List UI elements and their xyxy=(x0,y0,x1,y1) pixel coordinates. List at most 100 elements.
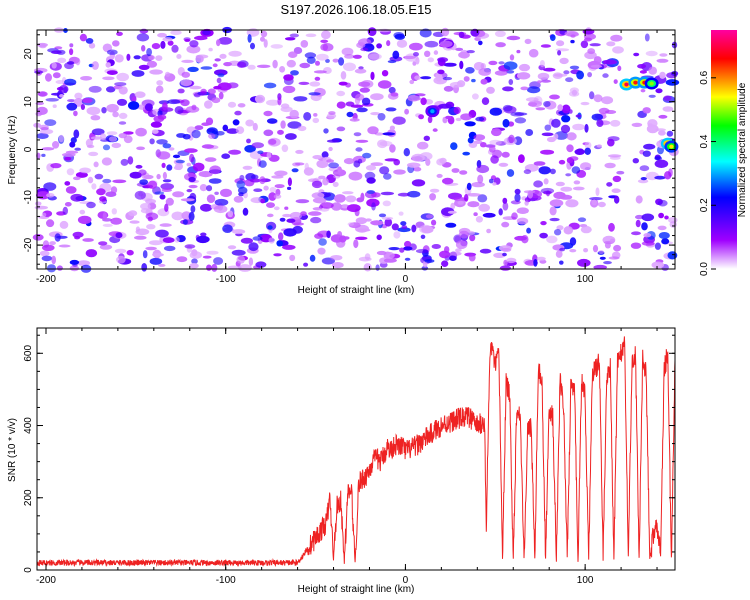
spectrogram-cell xyxy=(658,232,670,239)
spectrogram-cell xyxy=(272,59,278,69)
spectrogram-cell xyxy=(280,120,286,129)
spectrogram-cell xyxy=(478,203,491,212)
spectrogram-cell xyxy=(279,66,286,73)
spectrogram-cell xyxy=(227,245,237,250)
spectrogram-cell xyxy=(106,103,119,113)
spectrogram-cell xyxy=(533,259,538,267)
spectrogram-cell xyxy=(589,197,603,201)
spectrogram-cell xyxy=(156,80,164,86)
spectrogram-cell xyxy=(409,79,415,85)
spectrogram-hotspot xyxy=(624,82,629,87)
spectrogram-cell xyxy=(266,99,280,106)
spectrogram-cell xyxy=(361,97,371,106)
spectrogram-cell xyxy=(142,250,148,259)
spectrogram-cell xyxy=(200,232,207,237)
spectrogram-cell xyxy=(245,119,255,127)
spectrogram-cell xyxy=(606,182,613,187)
spectrogram-cell xyxy=(191,104,197,111)
spectrogram-cell xyxy=(51,50,62,54)
spectrogram-cell xyxy=(557,104,563,111)
spectrogram-cell xyxy=(502,202,509,211)
spectrogram-cell xyxy=(469,234,476,242)
spectrogram-cell xyxy=(79,167,91,174)
spectrogram-cell xyxy=(303,262,309,267)
spectrogram-cell xyxy=(114,82,127,87)
spectrogram-cell xyxy=(106,86,116,93)
spectrogram-cell xyxy=(246,138,251,144)
spectrogram-cell xyxy=(371,202,376,211)
spectrogram-cell xyxy=(383,251,395,260)
spectrogram-cell xyxy=(70,137,77,144)
spectrogram-cell xyxy=(59,220,69,229)
y-tick-label: 0 xyxy=(23,146,34,152)
spectrogram-cell xyxy=(263,110,273,117)
spectrogram-cell xyxy=(655,88,663,94)
spectrogram-cell xyxy=(533,180,543,188)
spectrogram-cell xyxy=(146,224,156,230)
spectrogram-cell xyxy=(160,183,174,190)
spectrogram-cell xyxy=(144,184,154,189)
spectrogram-cell xyxy=(195,55,204,63)
spectrogram-cell xyxy=(439,157,447,164)
spectrogram-hotspot xyxy=(633,80,638,85)
spectrogram-cell xyxy=(491,128,502,137)
spectrogram-cell xyxy=(155,85,164,94)
spectrogram-cell xyxy=(385,107,397,112)
spectrogram-cell xyxy=(64,78,77,86)
spectrogram-cell xyxy=(570,34,576,38)
spectrogram-cell xyxy=(599,256,606,260)
snr-y-axis-label: SNR (10 * v/v) xyxy=(7,418,18,482)
x-tick-label: 100 xyxy=(577,575,594,586)
spectrogram-cell xyxy=(580,101,590,106)
spectrogram-cell xyxy=(383,173,392,180)
spectrogram-cell xyxy=(506,169,515,177)
spectrogram-cell xyxy=(558,159,566,165)
spectrogram-cell xyxy=(584,37,592,42)
spectrogram-cell xyxy=(566,132,577,141)
spectrogram-cell xyxy=(477,194,488,203)
spectrogram-cell xyxy=(190,205,196,213)
spectrogram-cell xyxy=(180,79,192,87)
spectrogram-cell xyxy=(80,104,85,110)
x-tick-label: 0 xyxy=(403,575,409,586)
spectrogram-cell xyxy=(87,176,94,184)
spectrogram-cell xyxy=(666,130,674,137)
spectrogram-cell xyxy=(364,171,376,180)
spectrogram-cell xyxy=(398,211,404,216)
spectrogram-cell xyxy=(268,237,275,244)
spectrogram-cell xyxy=(455,248,462,252)
spectrogram-cell xyxy=(427,116,433,124)
spectrogram-cell xyxy=(215,131,225,136)
spectrogram-cell xyxy=(495,42,506,48)
spectrogram-cell xyxy=(525,129,534,136)
spectrogram-cell xyxy=(502,252,507,257)
spectrogram-cell xyxy=(317,247,326,255)
spectrogram-cell xyxy=(553,73,568,77)
spectrogram-cell xyxy=(273,206,280,211)
spectrogram-cell xyxy=(102,212,107,221)
spectrogram-cell xyxy=(320,202,334,209)
spectrogram-cell xyxy=(403,148,410,157)
spectrogram-cell xyxy=(263,185,269,191)
spectrogram-cell xyxy=(540,187,555,194)
spectrogram-cell xyxy=(480,63,486,70)
spectrogram-cell xyxy=(314,233,324,239)
spectrogram-cell xyxy=(478,68,492,76)
x-tick-label: -200 xyxy=(36,274,56,285)
spectrogram-cell xyxy=(108,136,118,142)
spectrogram-cell xyxy=(543,67,556,72)
spectrogram-cell xyxy=(159,194,166,200)
spectrogram-cell xyxy=(664,171,672,180)
spectrogram-cell xyxy=(407,190,421,198)
spectrogram-cell xyxy=(445,222,457,228)
spectrogram-cell xyxy=(367,126,379,135)
spectrogram-cell xyxy=(554,229,562,236)
spectrogram-cell xyxy=(46,264,57,273)
spectrogram-cell xyxy=(583,248,589,253)
spectrogram-cell xyxy=(90,136,103,140)
spectrogram-cell xyxy=(202,29,211,36)
spectrogram-cell xyxy=(292,225,303,234)
spectrogram-cell xyxy=(200,203,213,212)
spectrogram-cell xyxy=(353,132,362,137)
spectrogram-cell xyxy=(414,75,421,80)
